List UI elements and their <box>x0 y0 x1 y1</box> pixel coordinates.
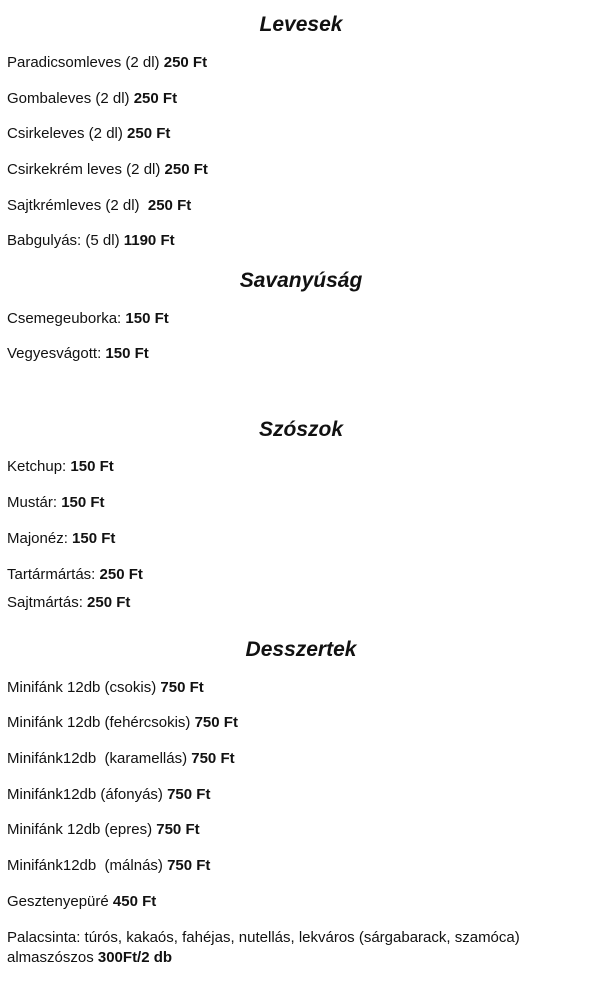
menu-item: Palacsinta: túrós, kakaós, fahéjas, nute… <box>7 928 520 968</box>
section-heading: Levesek <box>259 13 343 36</box>
item-name: Babgulyás: (5 dl) <box>7 232 124 249</box>
item-name: Minifánk 12db (epres) <box>7 821 157 838</box>
menu-item: Majonéz: 150 Ft <box>7 529 115 549</box>
item-price: 150 Ft <box>70 458 114 475</box>
menu-item: Minifánk12db (málnás) 750 Ft <box>7 856 210 876</box>
item-price: 750 Ft <box>194 714 238 731</box>
item-price: 250 Ft <box>147 197 192 214</box>
item-price: 750 Ft <box>156 821 200 838</box>
item-name: Mustár: <box>7 494 62 511</box>
item-name: Sajtkrémleves (2 dl) <box>7 197 148 214</box>
item-price: 750 Ft <box>167 857 211 874</box>
menu-item: Tartármártás: 250 Ft <box>7 565 143 585</box>
menu-item: Paradicsomleves (2 dl) 250 Ft <box>7 53 207 73</box>
item-name: Csemegeuborka: <box>7 310 126 327</box>
menu-item: Minifánk 12db (fehércsokis) 750 Ft <box>7 713 238 733</box>
item-name: Minifánk 12db (fehércsokis) <box>7 714 195 731</box>
item-name: Minifánk12db (málnás) <box>7 857 168 874</box>
item-price: 250 Ft <box>163 54 208 71</box>
item-name: Paradicsomleves (2 dl) <box>7 54 164 71</box>
item-name: Gesztenyepüré <box>7 893 113 910</box>
item-name: Ketchup: <box>7 458 71 475</box>
item-name: Csirkeleves (2 dl) <box>7 125 128 142</box>
item-name: Gombaleves (2 dl) <box>7 90 134 107</box>
item-price: 300Ft/2 db <box>97 949 173 966</box>
menu-item: Ketchup: 150 Ft <box>7 457 114 477</box>
section-heading: Szószok <box>258 418 344 441</box>
item-name: Minifánk12db (áfonyás) <box>7 786 168 803</box>
menu-item: Minifánk12db (karamellás) 750 Ft <box>7 749 235 769</box>
section-heading: Savanyúság <box>239 269 363 292</box>
item-price: 750 Ft <box>167 786 211 803</box>
item-price: 750 Ft <box>160 679 204 696</box>
menu-item: Csemegeuborka: 150 Ft <box>7 309 169 329</box>
menu-item: Babgulyás: (5 dl) 1190 Ft <box>7 231 175 251</box>
item-price: 1190 Ft <box>123 232 175 249</box>
item-price: 150 Ft <box>105 345 149 362</box>
menu-item: Sajtmártás: 250 Ft <box>7 593 130 613</box>
menu-item: Csirkekrém leves (2 dl) 250 Ft <box>7 160 208 180</box>
menu-item: Minifánk12db (áfonyás) 750 Ft <box>7 785 210 805</box>
menu-item: Minifánk 12db (epres) 750 Ft <box>7 820 200 840</box>
menu-item: Minifánk 12db (csokis) 750 Ft <box>7 678 204 698</box>
item-name: Tartármártás: <box>7 566 100 583</box>
menu-item: Mustár: 150 Ft <box>7 493 105 513</box>
item-price: 450 Ft <box>112 893 157 910</box>
item-price: 150 Ft <box>72 530 116 547</box>
menu-item: Sajtkrémleves (2 dl) 250 Ft <box>7 196 191 216</box>
item-price: 250 Ft <box>133 90 178 107</box>
item-price: 250 Ft <box>127 125 171 142</box>
menu-item: Csirkeleves (2 dl) 250 Ft <box>7 124 170 144</box>
item-name: Palacsinta: túrós, kakaós, fahéjas, nute… <box>7 929 520 966</box>
item-name: Csirkekrém leves (2 dl) <box>7 161 165 178</box>
item-name: Sajtmártás: <box>7 594 88 611</box>
item-name: Majonéz: <box>7 530 73 547</box>
section-heading: Desszertek <box>245 638 357 661</box>
menu-item: Gesztenyepüré 450 Ft <box>7 892 156 912</box>
item-name: Minifánk12db (karamellás) <box>7 750 192 767</box>
item-price: 250 Ft <box>87 594 131 611</box>
menu-item: Gombaleves (2 dl) 250 Ft <box>7 89 177 109</box>
item-price: 250 Ft <box>164 161 208 178</box>
item-name: Minifánk 12db (csokis) <box>7 679 161 696</box>
item-price: 250 Ft <box>99 566 143 583</box>
item-name: Vegyesvágott: <box>7 345 106 362</box>
item-price: 150 Ft <box>125 310 169 327</box>
item-price: 750 Ft <box>191 750 235 767</box>
menu-item: Vegyesvágott: 150 Ft <box>7 344 149 364</box>
item-price: 150 Ft <box>61 494 105 511</box>
